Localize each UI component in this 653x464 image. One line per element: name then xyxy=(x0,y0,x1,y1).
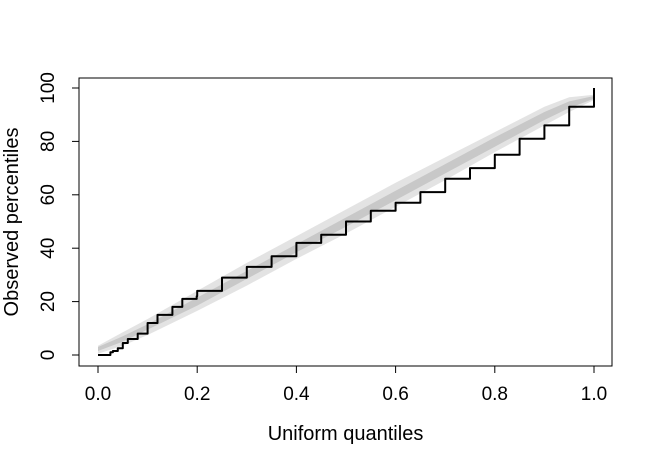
x-axis-title: Uniform quantiles xyxy=(268,423,424,445)
x-tick-label: 0.4 xyxy=(283,384,310,405)
x-tick-label: 0.0 xyxy=(85,384,111,405)
y-tick-label: 60 xyxy=(38,184,59,205)
observed-line xyxy=(98,88,595,356)
x-tick-label: 0.8 xyxy=(482,384,508,405)
y-tick-label: 40 xyxy=(38,238,59,259)
data-series xyxy=(98,88,595,356)
y-axis: 0 20 40 60 80 100 xyxy=(38,72,80,361)
x-tick-label: 0.2 xyxy=(184,384,210,405)
y-axis-title: Observed percentiles xyxy=(1,128,23,317)
y-tick-label: 80 xyxy=(38,131,59,152)
x-axis: 0.0 0.2 0.4 0.6 0.8 1.0 xyxy=(85,365,607,405)
y-tick-label: 20 xyxy=(38,291,59,312)
y-tick-label: 100 xyxy=(38,72,59,104)
x-tick-label: 0.6 xyxy=(382,384,408,405)
x-tick-label: 1.0 xyxy=(581,384,607,405)
y-tick-label: 0 xyxy=(38,350,59,361)
